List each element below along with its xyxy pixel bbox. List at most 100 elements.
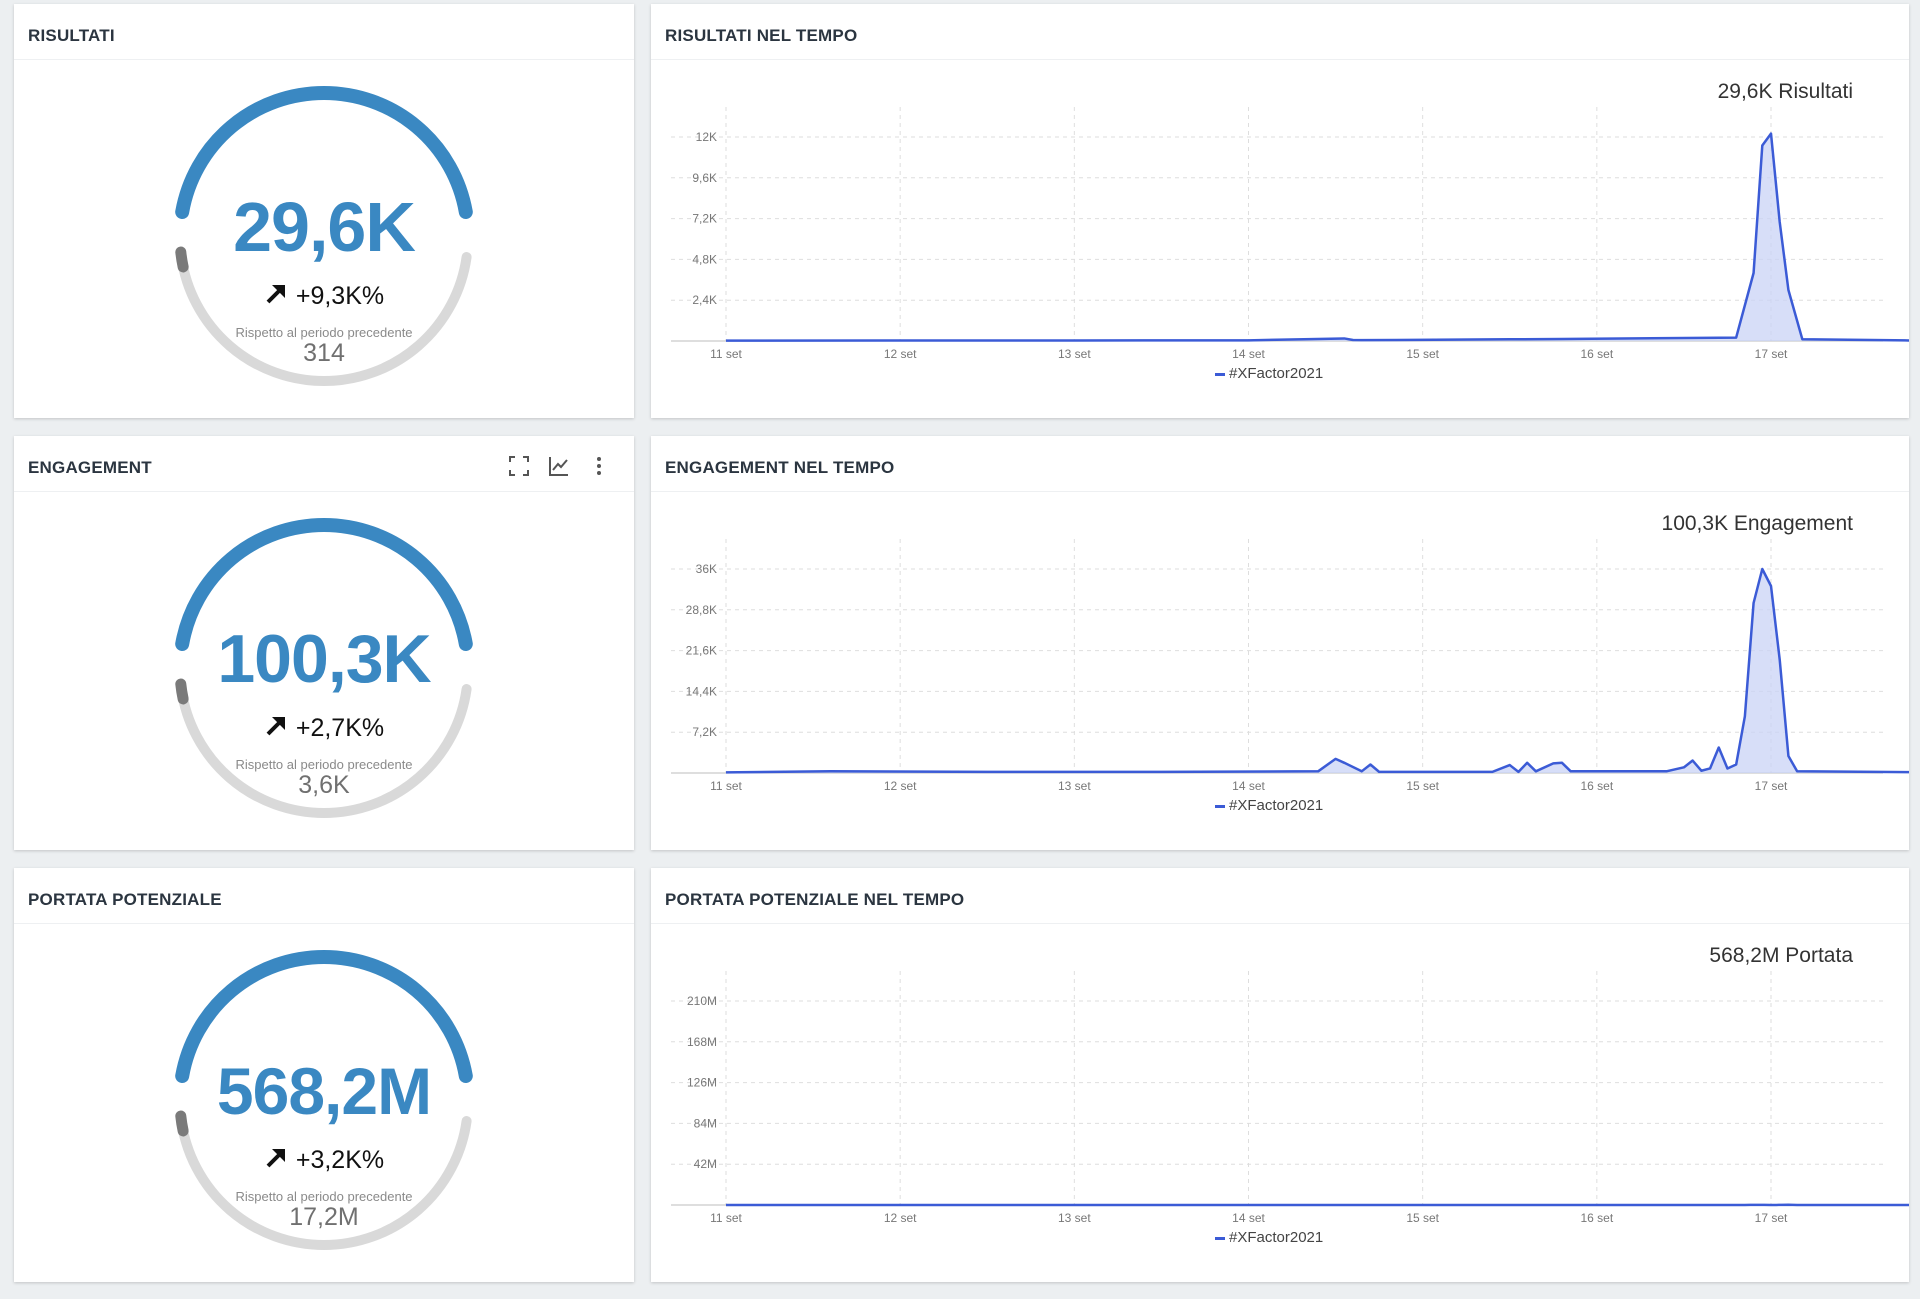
gauge-marker <box>175 246 189 273</box>
legend-swatch <box>1215 373 1225 376</box>
engagement-tempo-panel: ENGAGEMENT NEL TEMPO 100,3K Engagement 7… <box>651 436 1909 850</box>
x-tick-label: 15 set <box>1406 347 1439 361</box>
y-tick-label: 14,4K <box>686 684 717 698</box>
arrow-up-right-icon <box>264 1145 288 1176</box>
panel-title: RISULTATI <box>28 26 115 45</box>
x-tick-label: 11 set <box>710 347 742 361</box>
x-tick-label: 14 set <box>1232 347 1265 361</box>
gauge-arc <box>175 86 473 219</box>
divider <box>651 923 1909 924</box>
gauge-delta: +3,2K% <box>14 1145 634 1176</box>
legend-label: #XFactor2021 <box>1229 365 1323 382</box>
x-tick-label: 14 set <box>1232 779 1265 793</box>
arrow-up-right-icon <box>264 713 288 744</box>
divider <box>14 923 634 924</box>
gauge: 29,6K +9,3K% Rispetto al periodo precedent… <box>14 60 634 418</box>
panel-title: PORTATA POTENZIALE NEL TEMPO <box>665 890 965 909</box>
series-line <box>725 567 1909 774</box>
x-tick-label: 15 set <box>1406 779 1439 793</box>
legend-label: #XFactor2021 <box>1229 1229 1323 1246</box>
y-tick-label: 168M <box>687 1035 717 1049</box>
legend-swatch <box>1215 805 1225 808</box>
gauge-delta: +9,3K% <box>14 281 634 312</box>
x-tick-label: 16 set <box>1580 1211 1613 1225</box>
y-tick-label: 36K <box>696 562 717 576</box>
panel-title: PORTATA POTENZIALE <box>28 890 222 909</box>
chart-total: 100,3K Engagement <box>1661 512 1853 535</box>
gauge-marker <box>175 678 189 705</box>
legend-swatch <box>1215 1237 1225 1240</box>
gauge: 100,3K +2,7K% Rispetto al periodo preceden… <box>14 492 634 850</box>
gauge-ring <box>175 950 473 1251</box>
previous-value: 17,2M <box>289 1203 359 1231</box>
line-chart: 42M 84M 126M 168M 210M 11 set 12 set 13 set 14 s… <box>671 971 1909 1246</box>
divider <box>14 491 634 492</box>
compare-label: Rispetto al periodo precedente <box>235 757 413 772</box>
x-tick-label: 11 set <box>710 1211 742 1225</box>
line-chart: 7,2K 14,4K 21,6K 28,8K 36K 11 set 12 set 13 set… <box>671 539 1909 814</box>
x-tick-label: 16 set <box>1580 347 1613 361</box>
x-tick-label: 16 set <box>1580 779 1613 793</box>
legend: #XFactor2021 <box>1215 365 1323 382</box>
panel-title: ENGAGEMENT NEL TEMPO <box>665 458 895 477</box>
y-tick-label: 42M <box>694 1157 717 1171</box>
gauge-value: 29,6K <box>233 187 416 266</box>
previous-value: 3,6K <box>298 771 350 799</box>
y-tick-label: 2,4K <box>692 293 717 307</box>
x-tick-label: 12 set <box>884 1211 917 1225</box>
x-tick-label: 14 set <box>1232 1211 1265 1225</box>
x-tick-label: 11 set <box>710 779 742 793</box>
divider <box>651 59 1909 60</box>
x-tick-label: 17 set <box>1755 779 1788 793</box>
series-area <box>726 133 1909 341</box>
divider <box>651 491 1909 492</box>
gauge-track <box>176 1116 472 1251</box>
gauge-value: 568,2M <box>216 1054 432 1129</box>
panel-title: ENGAGEMENT <box>28 458 152 477</box>
gauge: 568,2M +3,2K% Rispetto al periodo preceden… <box>14 924 634 1282</box>
line-chart-icon[interactable] <box>544 448 574 484</box>
y-tick-label: 210M <box>687 994 717 1008</box>
y-tick-label: 84M <box>694 1116 717 1130</box>
compare-label: Rispetto al periodo precedente <box>235 1189 413 1204</box>
y-tick-label: 4,8K <box>692 252 717 266</box>
y-tick-label: 126M <box>687 1076 717 1090</box>
series-area <box>726 569 1909 773</box>
x-tick-label: 17 set <box>1755 1211 1788 1225</box>
line-chart: 2,4K 4,8K 7,2K 9,6K 12K 11 set 12 set 13 set 14 … <box>671 107 1909 382</box>
y-tick-label: 7,2K <box>692 725 717 739</box>
fullscreen-icon[interactable] <box>504 448 534 484</box>
gauge-arc <box>175 950 473 1083</box>
risultati-panel: RISULTATI 29,6K +9,3K% Rispetto al periodo… <box>14 4 634 418</box>
legend-label: #XFactor2021 <box>1229 797 1323 814</box>
risultati-tempo-panel: RISULTATI NEL TEMPO 29,6K Risultati 2,4K… <box>651 4 1909 418</box>
panel-toolbar <box>504 448 614 484</box>
gauge-arc <box>175 518 473 651</box>
legend: #XFactor2021 <box>1215 797 1323 814</box>
series-line <box>725 132 1909 342</box>
more-vert-icon[interactable] <box>584 448 614 484</box>
x-tick-label: 13 set <box>1058 779 1091 793</box>
engagement-panel: ENGAGEMENT 100,3K +2,7K% Rispetto al perio… <box>14 436 634 850</box>
x-tick-label: 13 set <box>1058 1211 1091 1225</box>
previous-value: 314 <box>303 339 345 367</box>
gauge-ring <box>175 86 473 387</box>
portata-panel: PORTATA POTENZIALE 568,2M +3,2K% Rispetto … <box>14 868 634 1282</box>
x-tick-label: 13 set <box>1058 347 1091 361</box>
gauge-track <box>176 684 472 819</box>
y-tick-label: 21,6K <box>686 644 717 658</box>
portata-tempo-panel: PORTATA POTENZIALE NEL TEMPO 568,2M Port… <box>651 868 1909 1282</box>
x-tick-label: 15 set <box>1406 1211 1439 1225</box>
chart-total: 568,2M Portata <box>1709 944 1853 967</box>
compare-label: Rispetto al periodo precedente <box>235 325 413 340</box>
panel-title: RISULTATI NEL TEMPO <box>665 26 858 45</box>
x-tick-label: 17 set <box>1755 347 1788 361</box>
gauge-track <box>176 252 472 387</box>
legend: #XFactor2021 <box>1215 1229 1323 1246</box>
y-tick-label: 28,8K <box>686 603 717 617</box>
y-tick-label: 12K <box>696 130 717 144</box>
arrow-up-right-icon <box>264 281 288 312</box>
chart-total: 29,6K Risultati <box>1717 80 1853 103</box>
gauge-marker <box>175 1110 189 1137</box>
gauge-delta: +2,7K% <box>14 713 634 744</box>
